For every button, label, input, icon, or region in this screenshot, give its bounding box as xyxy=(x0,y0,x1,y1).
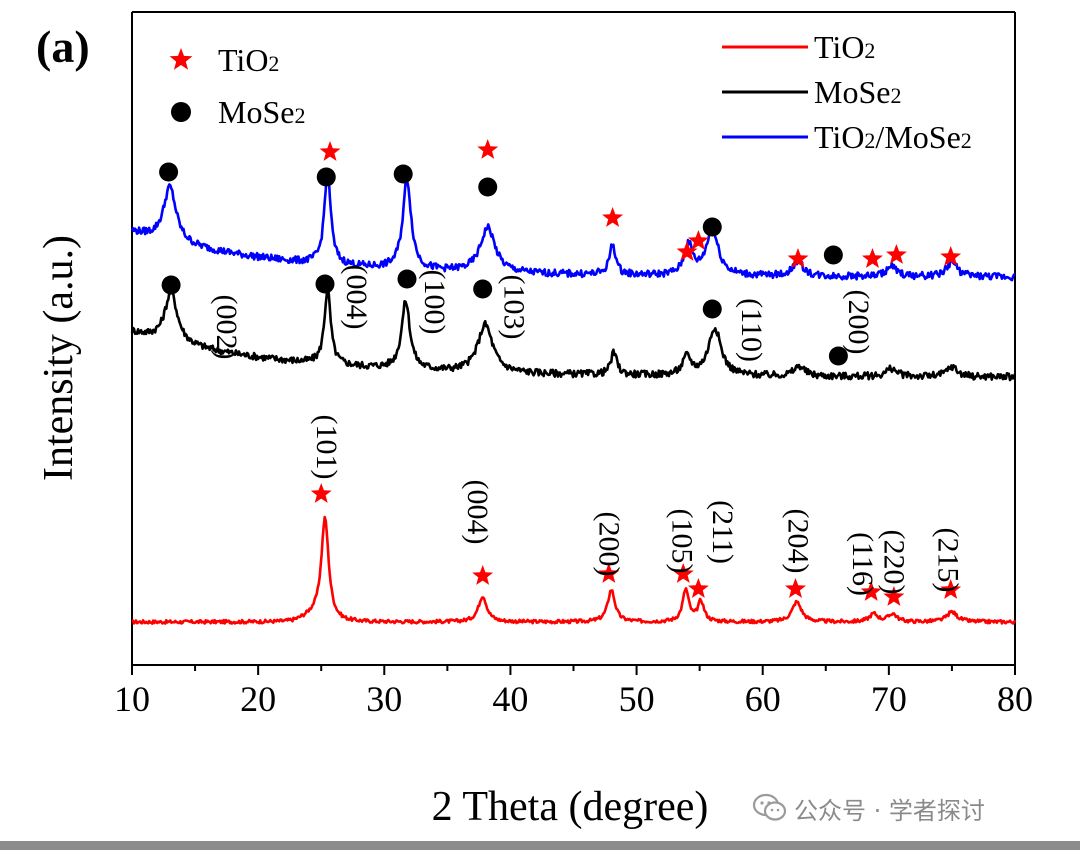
legend-series-label: MoSe2 xyxy=(814,74,901,110)
series-line-mose2 xyxy=(130,287,1017,382)
hkl-label: (101) xyxy=(310,415,343,480)
x-tick-label: 60 xyxy=(745,679,781,719)
mose2-circle-marker xyxy=(393,164,413,184)
tio2-star-marker xyxy=(687,230,709,250)
mose2-circle-marker xyxy=(315,274,335,294)
hkl-label: (103) xyxy=(498,275,531,340)
hkl-label: (100) xyxy=(418,270,451,335)
hkl-label: (204) xyxy=(782,509,815,574)
tio2-star-marker xyxy=(886,244,907,264)
x-tick-label: 80 xyxy=(997,679,1033,719)
mose2-circle-marker xyxy=(316,167,336,187)
mose2-circle-marker xyxy=(702,299,722,319)
tio2-star-marker xyxy=(862,248,883,268)
watermark: 公众号 · 学者探讨 xyxy=(752,788,985,828)
hkl-label: (200) xyxy=(842,290,875,355)
hkl-label: (116) xyxy=(846,532,879,596)
peak-markers xyxy=(159,139,962,606)
marker-legend-label: TiO2 xyxy=(218,42,279,78)
hkl-label: (200) xyxy=(592,512,625,577)
tio2-star-marker xyxy=(883,586,905,606)
mose2-circle-marker xyxy=(161,275,181,295)
tio2-star-marker xyxy=(860,581,882,601)
hkl-label: (110) xyxy=(735,298,768,362)
axes: 10 20 30 40 50 60 70 80 xyxy=(114,11,1033,719)
x-tick-label: 40 xyxy=(492,679,528,719)
y-axis-label: Intensity (a.u.) xyxy=(36,235,82,481)
mose2-circle-marker xyxy=(478,177,498,197)
tio2-star-marker xyxy=(598,563,620,583)
series-line-tio2-mose2 xyxy=(130,167,1016,282)
legend-series-label: TiO2/MoSe2 xyxy=(814,119,972,155)
watermark-text: 公众号 · 学者探讨 xyxy=(794,796,985,825)
tio2-star-marker xyxy=(687,578,709,598)
bottom-divider xyxy=(0,841,1080,850)
tio2-star-marker xyxy=(477,139,499,159)
hkl-label: (004) xyxy=(461,480,494,545)
hkl-annotations: (002) (004) (100) (103) (110) (200) (101) (004)… xyxy=(210,265,965,596)
legend-star-icon xyxy=(169,48,193,70)
hkl-label: (220) xyxy=(877,530,910,595)
mose2-circle-marker xyxy=(397,269,417,289)
series-line-tio2 xyxy=(131,515,1017,625)
x-tick-label: 70 xyxy=(871,679,907,719)
hkl-label: (211) xyxy=(706,500,739,564)
legend-series-label: TiO2 xyxy=(814,29,875,65)
wechat-icon xyxy=(752,793,787,821)
mose2-circle-marker xyxy=(702,217,722,237)
series-curves xyxy=(130,167,1017,625)
legend: TiO2 MoSe2 TiO2 MoSe2 TiO2/MoSe2 xyxy=(169,29,972,155)
mose2-circle-marker xyxy=(823,245,843,265)
mose2-circle-marker xyxy=(473,279,493,299)
mose2-circle-marker xyxy=(159,162,179,182)
tio2-star-marker xyxy=(785,578,806,598)
hkl-label: (215) xyxy=(932,528,965,593)
tio2-star-marker xyxy=(310,483,332,503)
tio2-star-marker xyxy=(787,248,809,268)
mose2-circle-marker xyxy=(828,346,848,366)
x-axis-label: 2 Theta (degree) xyxy=(432,784,709,830)
x-tick-label: 20 xyxy=(240,679,276,719)
x-tick-label: 10 xyxy=(114,679,150,719)
tio2-star-marker xyxy=(472,565,494,585)
tio2-star-marker xyxy=(319,141,341,161)
x-tick-label: 50 xyxy=(619,679,655,719)
hkl-label: (004) xyxy=(340,265,373,330)
hkl-label: (105) xyxy=(666,509,699,574)
tio2-star-marker xyxy=(676,241,698,261)
x-tick-label: 30 xyxy=(366,679,402,719)
panel-label: (a) xyxy=(36,21,90,72)
tio2-star-marker xyxy=(940,579,962,599)
hkl-label: (002) xyxy=(210,295,243,360)
tio2-star-marker xyxy=(940,246,962,266)
legend-circle-icon xyxy=(171,102,191,122)
tio2-star-marker xyxy=(602,207,624,227)
tio2-star-marker xyxy=(672,563,694,583)
marker-legend-label: MoSe2 xyxy=(218,94,305,130)
